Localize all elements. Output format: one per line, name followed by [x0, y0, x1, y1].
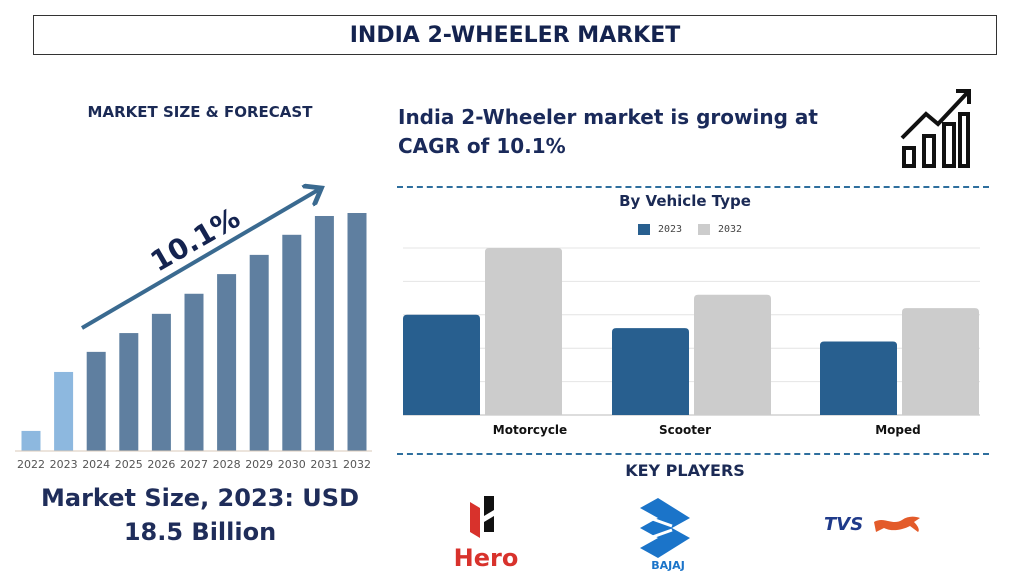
x-tick-label: 2028	[213, 458, 241, 471]
bajaj-logo: BAJAJ	[640, 498, 690, 572]
x-tick-label: 2030	[278, 458, 306, 471]
bar-motorcycle-2023	[403, 314, 480, 415]
x-tick-label: 2029	[245, 458, 273, 471]
bar-moped-2032	[902, 308, 979, 415]
category-label-scooter: Scooter	[658, 423, 712, 437]
x-tick-label: 2022	[17, 458, 45, 471]
vehicle-type-chart	[403, 247, 980, 416]
page-title: INDIA 2-WHEELER MARKET	[33, 15, 997, 55]
svg-text:Hero: Hero	[454, 544, 519, 570]
bar-scooter-2032	[694, 294, 771, 415]
bar-2024	[86, 351, 106, 451]
bar-2032	[347, 213, 367, 451]
legend-item-2023: 2023	[638, 224, 682, 235]
tvs-logo: TVS	[824, 514, 920, 535]
legend-item-2032: 2032	[698, 224, 742, 235]
section-divider	[397, 453, 989, 455]
key-players-heading: KEY PLAYERS	[625, 461, 745, 480]
hero-logo: Hero	[454, 496, 519, 570]
legend-swatch	[698, 224, 710, 235]
x-tick-label: 2027	[180, 458, 208, 471]
x-tick-label: 2032	[343, 458, 371, 471]
category-label-motorcycle: Motorcycle	[492, 423, 568, 437]
bar-2029	[249, 254, 269, 451]
bar-2023	[54, 371, 74, 451]
market-size-line1: Market Size, 2023: USD	[40, 484, 359, 512]
legend-swatch	[638, 224, 650, 235]
bar-2022	[21, 430, 41, 451]
bar-2030	[282, 234, 302, 451]
bar-2026	[151, 313, 171, 451]
bar-2028	[217, 274, 237, 451]
svg-text:BAJAJ: BAJAJ	[651, 559, 685, 572]
x-tick-label: 2031	[310, 458, 338, 471]
cagr-headline: India 2-Wheeler market is growing at CAG…	[398, 103, 858, 161]
vehicle-type-chart-title: By Vehicle Type	[619, 192, 751, 210]
market-size-heading: MARKET SIZE & FORECAST	[87, 103, 313, 121]
x-tick-label: 2024	[82, 458, 110, 471]
headline-line2: CAGR of 10.1%	[398, 134, 566, 158]
growth-arrow-icon	[80, 190, 318, 330]
section-divider	[397, 186, 989, 188]
x-tick-label: 2023	[50, 458, 78, 471]
bar-moped-2023	[820, 341, 897, 415]
bar-scooter-2023	[612, 328, 689, 415]
category-label-moped: Moped	[875, 423, 921, 437]
market-forecast-chart: 2022 2023 2024 2025 2026 2027 2028 2029 2030 2031…	[15, 170, 372, 471]
growth-chart-icon	[900, 89, 971, 168]
market-size-line2: 18.5 Billion	[123, 518, 277, 546]
bar-2027	[184, 293, 204, 451]
legend-label: 2032	[718, 224, 743, 235]
bar-2025	[119, 333, 139, 451]
bar-2031	[314, 215, 334, 451]
legend-label: 2023	[658, 224, 683, 235]
x-tick-label: 2025	[115, 458, 143, 471]
bar-motorcycle-2032	[485, 248, 562, 415]
x-tick-label: 2026	[147, 458, 175, 471]
headline-line1: India 2-Wheeler market is growing at	[398, 105, 818, 129]
svg-text:TVS: TVS	[824, 514, 863, 535]
market-size-text: Market Size, 2023: USD 18.5 Billion	[10, 481, 390, 549]
